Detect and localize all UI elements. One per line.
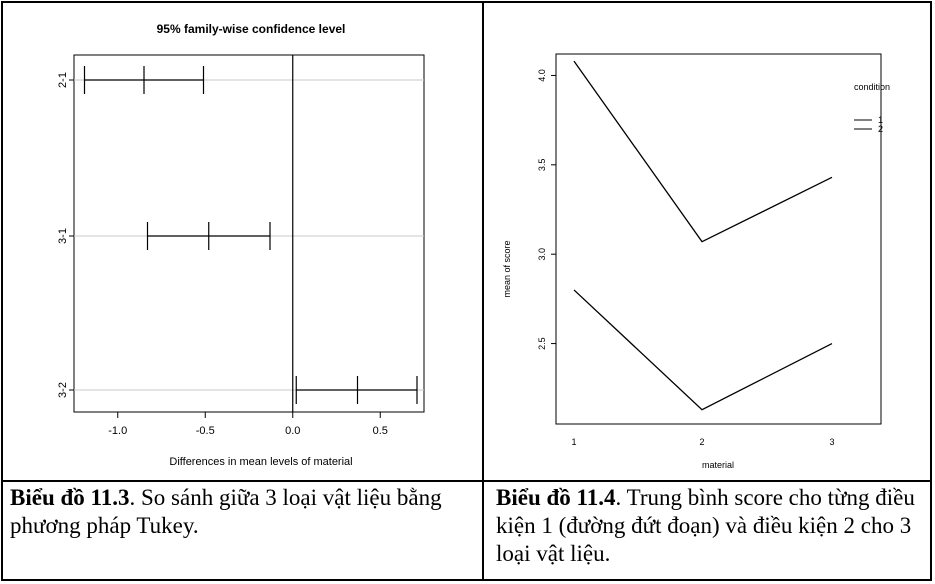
x-axis-label: Differences in mean levels of material [169, 456, 352, 468]
caption-left: Biểu đồ 11.3. So sánh giữa 3 loại vật li… [10, 484, 476, 540]
y-tick-label: 2-1 [57, 72, 69, 88]
chart-title: 95% family-wise confidence level [157, 22, 346, 36]
legend-label: 1 [878, 115, 883, 125]
caption-right-text: . Trung bình score cho từng điều kiện 1 … [496, 485, 915, 566]
caption-right: Biểu đồ 11.4. Trung bình score cho từng … [496, 484, 926, 568]
series-line-2 [573, 289, 833, 411]
caption-left-label: Biểu đồ 11.3 [10, 485, 130, 510]
plot-area [555, 53, 882, 425]
x-tick-label: 2 [699, 437, 704, 447]
y-tick-label: 3-1 [57, 228, 69, 244]
y-tick-label: 2.5 [537, 337, 547, 350]
x-tick-label: 0.5 [373, 425, 388, 437]
x-tick-label: -1.0 [108, 425, 127, 437]
legend-title: condition [854, 82, 890, 92]
y-tick-label: 3.0 [537, 248, 547, 261]
caption-left-text: . So sánh giữa 3 loại vật liệu bằng phươ… [10, 485, 442, 538]
y-axis-label: mean of score [502, 240, 512, 297]
row-divider [1, 480, 932, 482]
y-tick-label: 3.5 [537, 159, 547, 172]
x-tick-label: 0.0 [285, 425, 300, 437]
legend: 12 [854, 115, 883, 134]
x-tick-label: 1 [571, 437, 576, 447]
column-divider [482, 1, 484, 581]
x-tick-label: 3 [829, 437, 834, 447]
x-axis-label: material [702, 460, 734, 470]
series-line-1 [573, 60, 833, 243]
plot-area [73, 54, 425, 413]
caption-right-label: Biểu đồ 11.4 [496, 485, 616, 510]
y-tick-label: 3-2 [57, 382, 69, 398]
legend-label: 2 [878, 124, 883, 134]
tukey-chart: 95% family-wise confidence level -1.0 -0.… [57, 22, 425, 468]
x-tick-label: -0.5 [196, 425, 215, 437]
y-tick-label: 4.0 [537, 69, 547, 82]
